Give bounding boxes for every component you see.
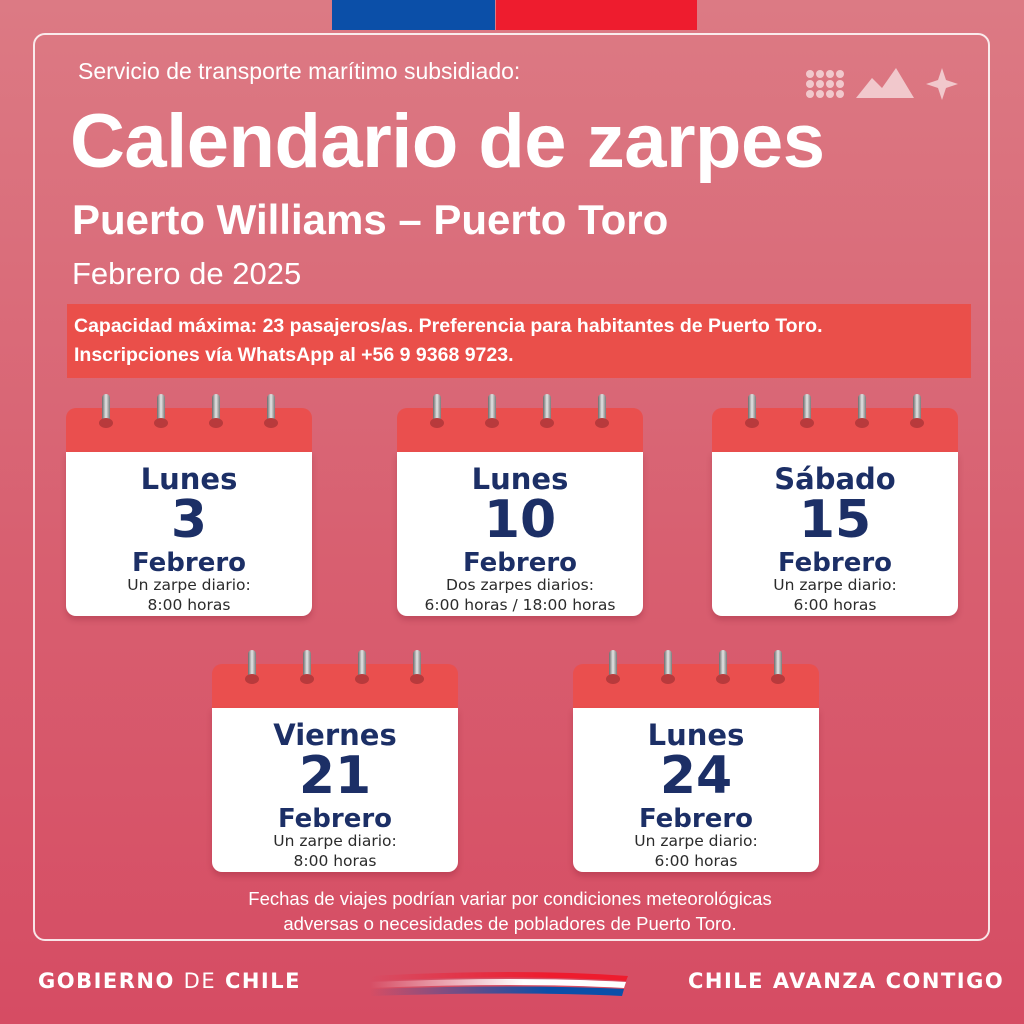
calendar-body: Lunes 3 Febrero Un zarpe diario: 8:00 ho… [66,452,312,616]
calendar-ring-icon [661,650,675,684]
calendar-ring-icon [264,394,278,428]
calendar-card: Lunes 3 Febrero Un zarpe diario: 8:00 ho… [66,394,312,616]
calendar-schedule-time: 8:00 horas [147,596,231,614]
calendar-ring-icon [410,650,424,684]
footer-logo-word: DE [183,969,217,993]
header-subtitle: Servicio de transporte marítimo subsidia… [78,58,521,84]
calendar-body: Lunes 24 Febrero Un zarpe diario: 6:00 h… [573,708,819,872]
calendar-month: Febrero [638,804,754,834]
calendar-month: Febrero [277,804,393,834]
calendar-schedule-label: Un zarpe diario: [273,832,397,850]
calendar-ring-icon [716,650,730,684]
calendar-weekday: Lunes [647,718,745,752]
calendar-card: Lunes 10 Febrero Dos zarpes diarios: 6:0… [397,394,643,616]
calendar-ring-icon [855,394,869,428]
calendar-weekday: Viernes [273,718,397,752]
calendar-body: Viernes 21 Febrero Un zarpe diario: 8:00… [212,708,458,872]
calendar-weekday: Lunes [471,462,569,496]
calendar-ring-icon [771,650,785,684]
calendar-card: Sábado 15 Febrero Un zarpe diario: 6:00 … [712,394,958,616]
flag-stripe-red [496,0,697,30]
calendar-ring-icon [595,394,609,428]
notice-line-capacity: Capacidad máxima: 23 pasajeros/as. Prefe… [74,315,823,337]
calendar-day-number: 15 [798,490,872,550]
calendar-ring-icon [540,394,554,428]
calendar-ring-icon [355,650,369,684]
calendar-body: Lunes 10 Febrero Dos zarpes diarios: 6:0… [397,452,643,616]
calendar-card: Lunes 24 Febrero Un zarpe diario: 6:00 h… [573,650,819,872]
disclaimer: Fechas de viajes podrían variar por cond… [140,886,880,936]
footer-logo-word: GOBIERNO [38,969,175,993]
calendar-month: Febrero [777,548,893,578]
flag-stripe-blue [332,0,495,30]
calendar-ring-icon [910,394,924,428]
calendar-ring-icon [154,394,168,428]
calendar-body: Sábado 15 Febrero Un zarpe diario: 6:00 … [712,452,958,616]
footer-logo-word: CHILE [224,969,301,993]
calendar-schedule-label: Un zarpe diario: [127,576,251,594]
calendar-schedule-time: 6:00 horas [654,852,738,870]
calendar-schedule-time: 8:00 horas [293,852,377,870]
disclaimer-line: adversas o necesidades de pobladores de … [283,913,737,934]
disclaimer-line: Fechas de viajes podrían variar por cond… [248,888,772,909]
calendar-ring-icon [300,650,314,684]
calendar-schedule-label: Dos zarpes diarios: [446,576,594,594]
calendar-schedule-label: Un zarpe diario: [773,576,897,594]
calendar-card: Viernes 21 Febrero Un zarpe diario: 8:00… [212,650,458,872]
calendar-weekday: Sábado [774,462,896,496]
calendar-ring-icon [430,394,444,428]
calendar-ring-icon [800,394,814,428]
calendar-ring-icon [485,394,499,428]
calendar-month: Febrero [462,548,578,578]
calendar-ring-icon [99,394,113,428]
notice-line-whatsapp: Inscripciones vía WhatsApp al +56 9 9368… [74,344,514,366]
calendar-day-number: 21 [298,746,372,806]
calendar-weekday: Lunes [140,462,238,496]
month-title: Febrero de 2025 [72,256,302,291]
calendar-schedule-time: 6:00 horas / 18:00 horas [424,596,616,614]
flag-swoosh-icon [370,972,628,996]
calendar-day-number: 10 [483,490,557,550]
calendar-ring-icon [745,394,759,428]
page-title: Calendario de zarpes [70,99,825,184]
calendar-day-number: 24 [659,746,733,806]
footer-slogan: CHILE AVANZA CONTIGO [688,969,1005,993]
dots-mountains-star-icon [806,68,958,100]
calendar-ring-icon [209,394,223,428]
content-frame [33,33,990,941]
footer-government-logo: GOBIERNO DE CHILE [38,969,301,993]
calendar-month: Febrero [131,548,247,578]
calendar-ring-icon [245,650,259,684]
calendar-schedule-time: 6:00 horas [793,596,877,614]
calendar-schedule-label: Un zarpe diario: [634,832,758,850]
notice-banner: Capacidad máxima: 23 pasajeros/as. Prefe… [67,304,971,378]
calendar-day-number: 3 [170,490,208,550]
calendar-ring-icon [606,650,620,684]
route-title: Puerto Williams – Puerto Toro [72,196,669,243]
